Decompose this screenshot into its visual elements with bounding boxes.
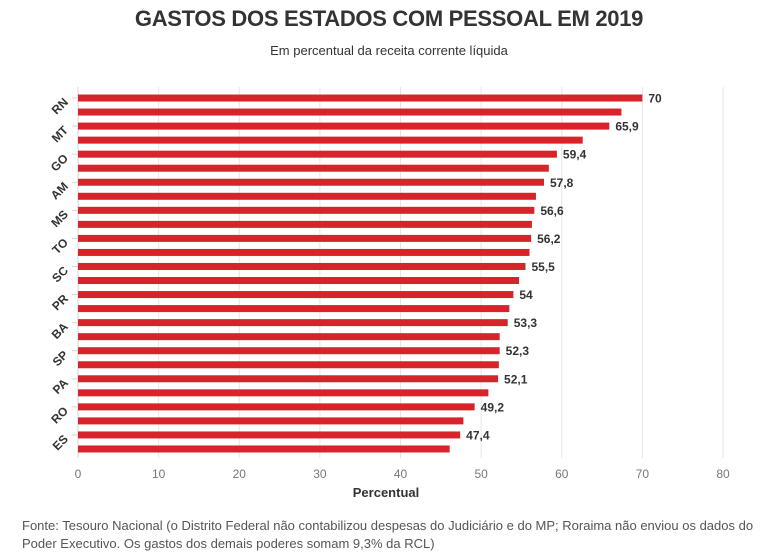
y-tick-label: PR <box>49 291 71 313</box>
bar <box>78 347 500 355</box>
x-axis: 0 10 20 30 40 50 60 70 80 <box>75 467 730 481</box>
y-tick-label: SC <box>49 263 71 285</box>
x-tick-label: 0 <box>75 467 82 481</box>
data-label: 54 <box>519 288 533 302</box>
bar <box>78 150 557 158</box>
x-tick-label: 40 <box>394 467 408 481</box>
data-label: 52,1 <box>504 372 528 386</box>
bar <box>78 333 500 341</box>
y-tick-label: PA <box>50 376 71 397</box>
bar <box>78 375 499 383</box>
y-tick-label: AM <box>48 179 71 202</box>
bar <box>78 122 610 130</box>
bar <box>78 319 508 327</box>
bar <box>78 192 536 200</box>
y-tick-label: MS <box>48 207 71 230</box>
bar <box>78 248 530 256</box>
x-tick-label: 30 <box>313 467 327 481</box>
chart-title: GASTOS DOS ESTADOS COM PESSOAL EM 2019 <box>134 6 644 31</box>
bar <box>78 445 450 453</box>
bar <box>78 417 464 425</box>
y-tick-label: SP <box>50 348 71 369</box>
x-tick-label: 50 <box>474 467 488 481</box>
data-label: 52,3 <box>506 344 530 358</box>
bar <box>78 108 622 116</box>
y-tick-label: BA <box>49 319 71 341</box>
y-tick-label: GO <box>48 151 71 174</box>
bar <box>78 94 643 102</box>
bar <box>78 291 514 299</box>
bar-chart: 70 65,9 59,4 57,8 56,6 56,2 55,5 54 53,3 52,3 52,1… <box>48 87 730 500</box>
y-tick-label: MT <box>49 123 72 146</box>
bar <box>78 220 532 228</box>
chart-subtitle: Em percentual da receita corrente líquid… <box>270 43 508 58</box>
data-label: 53,3 <box>514 316 538 330</box>
bar <box>78 234 532 242</box>
x-tick-label: 70 <box>636 467 650 481</box>
bar <box>78 277 520 285</box>
x-tick-label: 20 <box>233 467 247 481</box>
y-tick-label: TO <box>49 235 71 257</box>
x-tick-label: 60 <box>555 467 569 481</box>
bars <box>78 94 643 453</box>
bar <box>78 305 510 313</box>
data-label: 47,4 <box>466 428 490 442</box>
y-axis: RN MT GO AM MS TO SC PR BA SP PA RO ES <box>48 95 78 453</box>
bar <box>78 403 475 411</box>
bar <box>78 164 549 172</box>
bar <box>78 178 545 186</box>
x-tick-label: 10 <box>152 467 166 481</box>
data-label: 70 <box>648 92 662 106</box>
data-label: 49,2 <box>481 400 505 414</box>
y-tick-label: RN <box>49 95 71 117</box>
data-label: 57,8 <box>550 176 574 190</box>
bar <box>78 389 489 397</box>
bar <box>78 136 583 144</box>
x-axis-label: Percentual <box>353 485 419 500</box>
data-label: 56,6 <box>540 204 564 218</box>
data-label: 55,5 <box>531 260 555 274</box>
y-tick-label: ES <box>50 432 71 453</box>
data-label: 65,9 <box>615 120 639 134</box>
data-label: 59,4 <box>563 148 587 162</box>
y-tick-label: RO <box>48 404 71 427</box>
data-label: 56,2 <box>537 232 561 246</box>
bar <box>78 206 535 214</box>
bar <box>78 361 499 369</box>
x-tick-label: 80 <box>716 467 730 481</box>
source-note: Fonte: Tesouro Nacional (o Distrito Fede… <box>22 518 754 551</box>
bar <box>78 262 526 270</box>
bar <box>78 431 461 439</box>
data-labels: 70 65,9 59,4 57,8 56,6 56,2 55,5 54 53,3 52,3 52,1… <box>466 92 662 443</box>
